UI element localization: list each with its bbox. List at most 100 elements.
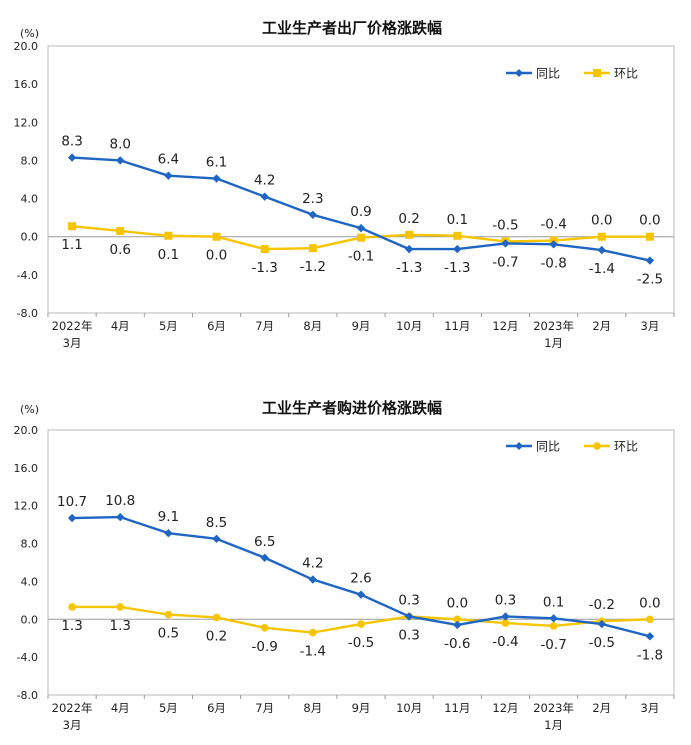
data-point xyxy=(260,192,269,201)
data-label: -0.6 xyxy=(444,636,470,652)
x-tick-label: 10月 xyxy=(396,701,422,715)
y-tick-label: -8.0 xyxy=(17,689,38,702)
data-point xyxy=(116,512,125,522)
data-point xyxy=(260,553,269,562)
data-point xyxy=(597,232,606,241)
data-point xyxy=(212,534,221,544)
y-tick-label: 0.0 xyxy=(21,231,39,244)
data-point xyxy=(645,632,655,641)
data-point xyxy=(645,256,655,265)
data-label: 0.0 xyxy=(639,213,660,229)
legend-marker xyxy=(593,442,601,450)
data-point xyxy=(645,232,654,241)
y-tick-label: 20.0 xyxy=(14,40,39,53)
legend-marker xyxy=(515,442,523,450)
legend: 同比 环比 xyxy=(506,67,638,81)
x-tick-label: 9月 xyxy=(352,319,371,333)
data-point xyxy=(646,615,654,624)
data-label: -1.4 xyxy=(589,261,615,277)
x-tick-label: 12月 xyxy=(492,701,518,715)
chart-1: 工业生产者出厂价格涨跌幅 (%)20.0 16.0 12.0 8.0 4.0 0.0 -4.0… xyxy=(14,19,675,350)
x-tick-label: 10月 xyxy=(396,319,422,333)
data-point xyxy=(164,610,173,619)
data-label: 4.2 xyxy=(254,173,275,189)
data-point xyxy=(357,620,365,628)
data-point xyxy=(597,245,606,255)
x-tick-label: 8月 xyxy=(303,319,322,333)
data-point xyxy=(308,210,318,219)
data-label: 8.5 xyxy=(206,515,227,531)
data-label: 0.1 xyxy=(158,247,179,263)
y-tick-label: 16.0 xyxy=(14,78,39,91)
chart-title: 工业生产者出厂价格涨跌幅 xyxy=(262,19,442,37)
data-label: 1.1 xyxy=(61,237,82,253)
plot-frame xyxy=(47,429,675,696)
x-tick-label-line2: 1月 xyxy=(544,336,563,350)
y-axis-unit: (%) xyxy=(20,403,39,416)
data-point xyxy=(116,156,125,165)
data-point xyxy=(597,619,606,629)
data-label: -0.5 xyxy=(589,635,615,651)
y-tick-label: 20.0 xyxy=(14,424,39,437)
data-point xyxy=(453,244,462,254)
data-label: -0.7 xyxy=(492,254,518,270)
data-label: 2.3 xyxy=(302,191,323,207)
data-label: -1.3 xyxy=(396,260,422,276)
data-label: 6.1 xyxy=(206,155,227,171)
data-label: 2.6 xyxy=(350,571,371,587)
data-label: -1.3 xyxy=(252,260,278,276)
data-label: -1.4 xyxy=(300,644,326,660)
data-point xyxy=(164,528,173,538)
x-tick-label-line2: 1月 xyxy=(544,718,563,732)
data-label: 0.1 xyxy=(543,594,564,610)
x-tick-label: 3月 xyxy=(641,701,660,715)
y-tick-label: 8.0 xyxy=(21,154,39,167)
data-point xyxy=(404,612,414,621)
data-label: 10.8 xyxy=(105,493,135,509)
data-label: 0.2 xyxy=(398,211,419,227)
data-point xyxy=(405,230,414,239)
data-point xyxy=(164,231,173,240)
y-tick-label: 4.0 xyxy=(21,575,39,588)
data-point xyxy=(67,153,77,162)
x-tick-label: 2月 xyxy=(592,701,611,715)
data-label: 1.3 xyxy=(61,618,82,634)
data-label: 6.4 xyxy=(158,152,179,168)
data-label: -1.8 xyxy=(637,647,663,663)
data-label: 0.3 xyxy=(495,592,516,608)
data-label: 0.0 xyxy=(206,248,227,264)
data-point xyxy=(549,614,558,623)
series-yoy xyxy=(67,153,655,265)
legend-label: 环比 xyxy=(614,440,638,454)
x-tick-label-line2: 3月 xyxy=(63,718,82,732)
data-label: 1.3 xyxy=(109,618,130,634)
data-point xyxy=(116,603,125,611)
data-label: 0.0 xyxy=(591,213,612,229)
data-point xyxy=(67,513,77,523)
data-label: 4.2 xyxy=(302,556,323,572)
data-label: 9.1 xyxy=(158,509,179,525)
data-point xyxy=(309,628,317,637)
x-tick-label: 9月 xyxy=(352,701,371,715)
data-point xyxy=(212,232,221,241)
data-point xyxy=(501,612,510,621)
chart-title: 工业生产者购进价格涨跌幅 xyxy=(262,399,442,417)
data-point xyxy=(404,244,414,254)
x-tick-label: 3月 xyxy=(641,319,660,333)
chart-2: 工业生产者购进价格涨跌幅 (%) 20.0 16.0 12.0 8.0 4.0 0.0 -4.0… xyxy=(14,399,675,732)
series-yoy xyxy=(67,512,655,641)
x-tick-label: 2022年 xyxy=(52,701,93,715)
y-tick-label: 0.0 xyxy=(21,613,39,626)
data-label: -0.5 xyxy=(348,635,374,651)
x-tick-label: 12月 xyxy=(492,319,518,333)
x-tick-label: 8月 xyxy=(303,701,322,715)
data-label: 6.5 xyxy=(254,534,275,550)
data-label: -1.3 xyxy=(444,260,470,276)
data-label: 0.3 xyxy=(398,627,419,643)
y-tick-label: -4.0 xyxy=(17,269,38,282)
y-tick-label: 16.0 xyxy=(14,462,39,475)
legend-marker xyxy=(515,69,523,77)
x-tick-label-line2: 3月 xyxy=(63,336,82,350)
data-point xyxy=(116,226,125,235)
